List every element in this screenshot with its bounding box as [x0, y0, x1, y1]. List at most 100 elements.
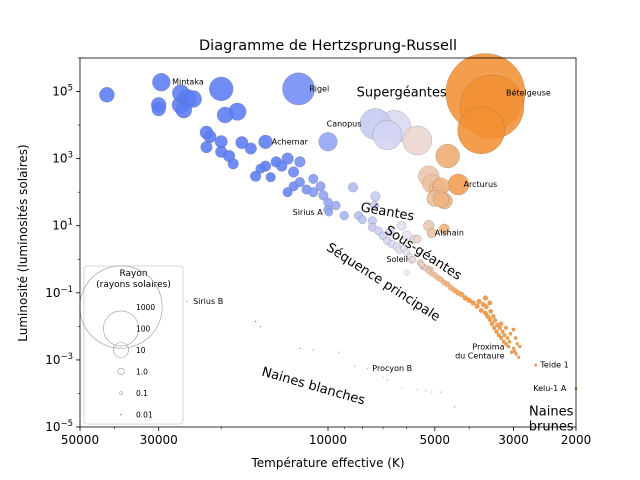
star-marker: [470, 300, 476, 306]
star-marker: [515, 342, 519, 346]
star-marker: [438, 223, 450, 235]
star-marker: [338, 351, 340, 353]
star-marker: [507, 339, 512, 344]
star-marker: [397, 221, 407, 231]
star-name-label: Kelu-1 A: [533, 384, 567, 393]
star-marker: [331, 200, 341, 211]
legend-marker: [117, 367, 125, 375]
star-marker: [312, 349, 315, 351]
x-tick-label: 3000: [498, 433, 529, 447]
star-marker: [254, 320, 257, 323]
star-marker: [487, 300, 493, 306]
star-marker: [489, 321, 495, 326]
star-name-label: Mintaka: [172, 78, 204, 87]
star-name-label: Proxima: [472, 343, 504, 352]
y-tick-label: 101: [52, 218, 73, 233]
star-name-label: Bételgeuse: [506, 88, 551, 98]
star-marker: [517, 355, 521, 359]
star-marker: [370, 191, 381, 202]
y-axis: 10−5 10−3 10−1 101 103 105: [45, 57, 80, 434]
star-marker: [367, 222, 377, 232]
star-marker: [372, 120, 403, 151]
legend-entry-label: 0.1: [136, 389, 148, 398]
star-marker: [282, 187, 293, 198]
x-axis-label: Température effective (K): [250, 456, 404, 470]
star-marker-named: [366, 367, 369, 370]
legend-marker: [103, 310, 139, 347]
star-marker: [444, 281, 451, 288]
star-name-label: Canopus: [327, 120, 362, 129]
star-marker: [457, 106, 505, 155]
star-marker: [216, 106, 234, 124]
star-marker: [294, 156, 306, 168]
star-name-label: Procyon B: [372, 364, 412, 373]
star-marker: [466, 297, 472, 303]
star-name-label: Achernar: [272, 137, 309, 146]
star-name-label: Arcturus: [464, 180, 498, 189]
star-marker: [413, 234, 422, 244]
star-marker: [487, 317, 493, 322]
legend: Rayon(rayons solaires) 1000 100 10 1.0 0.1 0.0…: [79, 265, 184, 425]
star-marker-named: [509, 350, 514, 354]
star-marker: [518, 344, 522, 349]
star-marker: [318, 132, 338, 152]
star-marker: [369, 200, 379, 211]
star-marker: [501, 339, 506, 344]
star-marker: [308, 173, 319, 184]
legend-marker: [119, 391, 123, 395]
star-marker-named: [324, 208, 334, 217]
x-tick-label: 5000: [420, 433, 451, 447]
region-label: Naines: [529, 405, 574, 420]
star-marker: [488, 309, 494, 314]
star-marker: [512, 349, 517, 354]
star-marker: [514, 352, 518, 356]
legend-entry-label: 100: [136, 325, 151, 334]
star-marker: [502, 333, 507, 338]
star-marker: [347, 182, 359, 193]
star-marker: [491, 325, 497, 331]
star-marker: [492, 318, 498, 323]
star-marker: [418, 261, 425, 268]
star-marker: [184, 90, 202, 108]
star-marker: [497, 325, 502, 331]
star-marker: [308, 187, 319, 198]
star-name-label: Sirius A: [293, 208, 324, 217]
star-marker: [403, 269, 410, 276]
star-marker: [425, 390, 427, 392]
star-marker: [175, 101, 193, 119]
star-marker: [227, 158, 239, 170]
star-marker: [416, 388, 419, 391]
legend-subtitle: (rayons solaires): [96, 280, 171, 290]
star-marker: [265, 172, 276, 183]
star-name-label: du Centaure: [455, 352, 504, 361]
star-marker: [458, 291, 465, 298]
y-tick-label: 10−3: [45, 352, 73, 367]
star-marker: [255, 163, 266, 174]
legend-marker: [120, 413, 122, 416]
star-marker: [209, 76, 234, 102]
star-marker: [495, 322, 500, 328]
star-marker: [151, 101, 166, 117]
star-marker: [513, 336, 518, 340]
star-marker: [354, 365, 356, 367]
star-marker: [476, 298, 482, 305]
star-marker: [318, 190, 329, 201]
x-tick-label: 30000: [140, 433, 178, 447]
star-marker: [259, 325, 262, 328]
y-tick-label: 103: [52, 151, 73, 166]
star-marker: [299, 347, 301, 350]
star-marker: [506, 344, 511, 349]
star-marker: [485, 313, 491, 319]
star-name-label: Teide 1: [539, 361, 568, 370]
star-marker: [386, 379, 389, 381]
star-marker: [483, 304, 489, 310]
star-marker: [496, 332, 501, 338]
x-axis: 50000 30000 10000 5000 3000 2000: [61, 427, 591, 447]
star-marker-named: [152, 73, 171, 92]
star-marker: [385, 227, 395, 237]
star-marker: [499, 335, 504, 341]
star-marker: [99, 87, 115, 103]
y-axis-label: Luminosité (luminosités solaires): [16, 144, 30, 341]
star-name-labels: Mintaka Rigel Bételgeuse Canopus Achernar Arc…: [172, 78, 569, 393]
